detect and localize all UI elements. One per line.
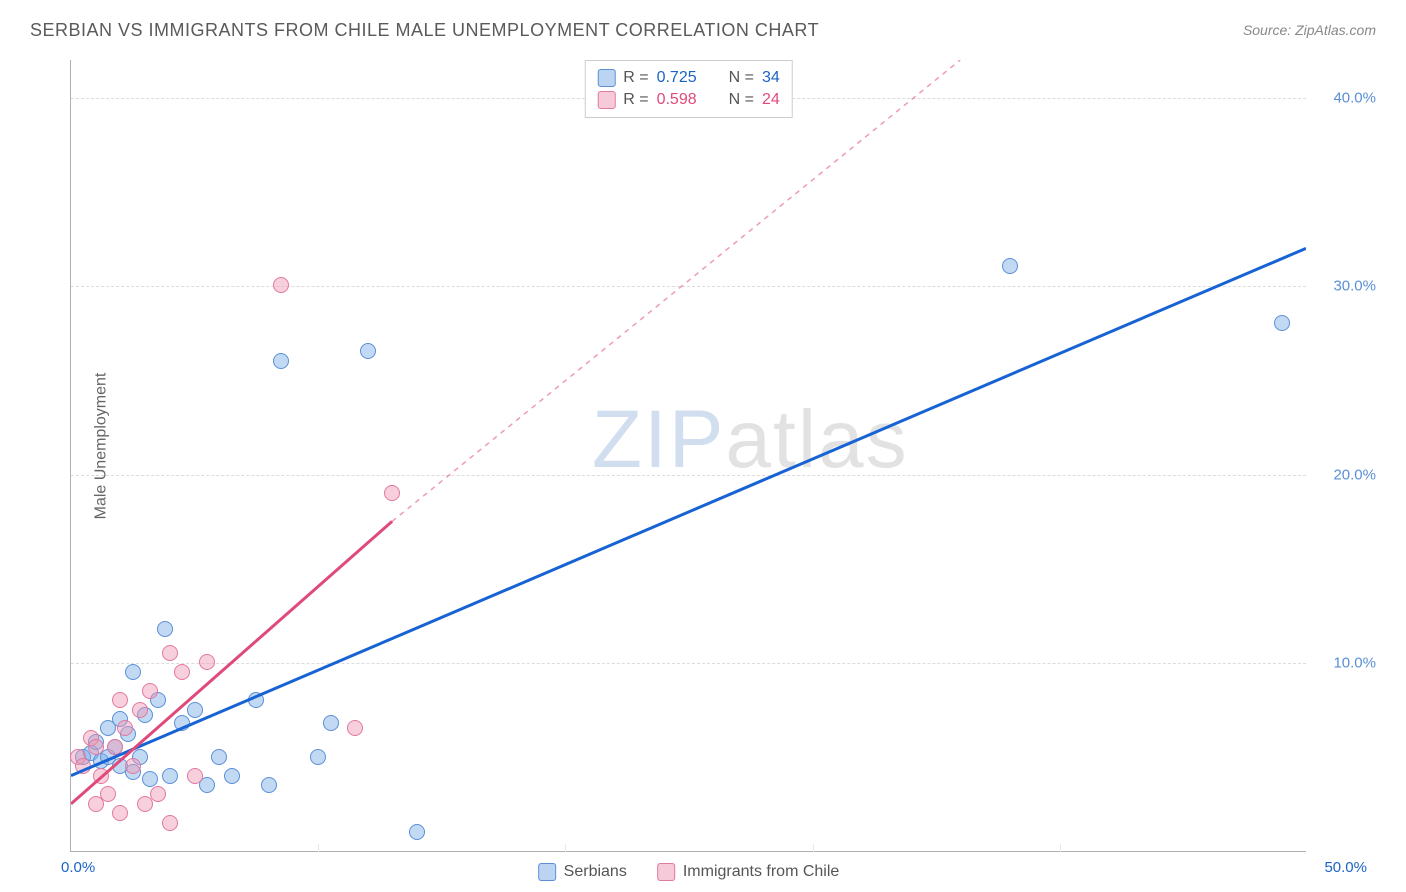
gridline: [71, 475, 1306, 476]
data-point: [112, 692, 128, 708]
data-point: [162, 645, 178, 661]
x-tick-label: 50.0%: [1324, 859, 1367, 876]
data-point: [174, 715, 190, 731]
data-point: [273, 353, 289, 369]
legend-n-value: 24: [762, 91, 780, 109]
data-point: [142, 771, 158, 787]
data-point: [1274, 315, 1290, 331]
data-point: [187, 768, 203, 784]
data-point: [75, 758, 91, 774]
legend-row: R = 0.598 N = 24: [597, 89, 780, 111]
y-tick-label: 30.0%: [1316, 278, 1376, 295]
legend-r-label: R =: [623, 91, 648, 109]
gridline: [71, 663, 1306, 664]
data-point: [360, 343, 376, 359]
legend-swatch: [538, 863, 556, 881]
watermark: ZIPatlas: [592, 393, 909, 487]
vgridline: [318, 844, 319, 852]
trend-lines: [71, 60, 1306, 851]
x-tick-label: 0.0%: [61, 859, 95, 876]
data-point: [88, 739, 104, 755]
data-point: [323, 715, 339, 731]
legend-r-value: 0.598: [657, 91, 697, 109]
data-point: [409, 824, 425, 840]
data-point: [174, 664, 190, 680]
legend-n-value: 34: [762, 69, 780, 87]
data-point: [157, 621, 173, 637]
correlation-legend: R = 0.725 N = 34 R = 0.598 N = 24: [584, 60, 793, 118]
data-point: [132, 702, 148, 718]
data-point: [248, 692, 264, 708]
watermark-part-a: ZIP: [592, 394, 726, 485]
legend-label: Serbians: [564, 863, 627, 881]
y-tick-label: 20.0%: [1316, 466, 1376, 483]
data-point: [273, 277, 289, 293]
source: Source: ZipAtlas.com: [1243, 22, 1376, 40]
data-point: [93, 768, 109, 784]
vgridline: [565, 844, 566, 852]
legend-n-label: N =: [729, 91, 754, 109]
data-point: [211, 749, 227, 765]
legend-swatch: [657, 863, 675, 881]
data-point: [107, 739, 123, 755]
y-tick-label: 40.0%: [1316, 89, 1376, 106]
data-point: [384, 485, 400, 501]
data-point: [187, 702, 203, 718]
data-point: [224, 768, 240, 784]
data-point: [117, 720, 133, 736]
data-point: [1002, 258, 1018, 274]
data-point: [100, 786, 116, 802]
legend-n-label: N =: [729, 69, 754, 87]
source-label: Source:: [1243, 22, 1295, 38]
data-point: [142, 683, 158, 699]
data-point: [112, 805, 128, 821]
chart-title: SERBIAN VS IMMIGRANTS FROM CHILE MALE UN…: [30, 20, 819, 41]
y-tick-label: 10.0%: [1316, 655, 1376, 672]
gridline: [71, 286, 1306, 287]
vgridline: [1060, 844, 1061, 852]
legend-row: R = 0.725 N = 34: [597, 67, 780, 89]
watermark-part-b: atlas: [725, 394, 908, 485]
data-point: [347, 720, 363, 736]
source-name: ZipAtlas.com: [1295, 22, 1376, 38]
data-point: [162, 815, 178, 831]
data-point: [162, 768, 178, 784]
legend-label: Immigrants from Chile: [683, 863, 839, 881]
data-point: [199, 654, 215, 670]
data-point: [125, 664, 141, 680]
chart-plot-area: R = 0.725N = 34R = 0.598N = 24 ZIPatlas …: [70, 60, 1306, 852]
data-point: [261, 777, 277, 793]
vgridline: [813, 844, 814, 852]
data-point: [125, 758, 141, 774]
legend-r-value: 0.725: [657, 69, 697, 87]
legend-swatch: [597, 69, 615, 87]
legend-r-label: R =: [623, 69, 648, 87]
data-point: [310, 749, 326, 765]
legend-swatch: [597, 91, 615, 109]
data-point: [150, 786, 166, 802]
legend-item: Serbians: [538, 863, 627, 881]
legend-item: Immigrants from Chile: [657, 863, 839, 881]
series-legend: Serbians Immigrants from Chile: [538, 863, 840, 881]
